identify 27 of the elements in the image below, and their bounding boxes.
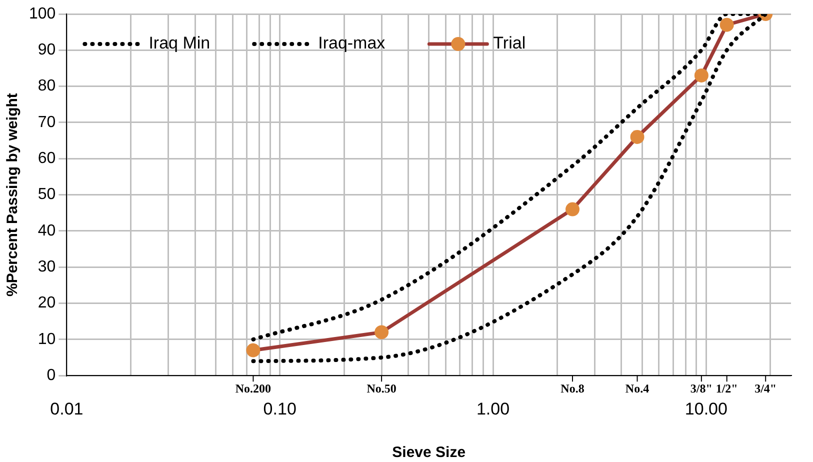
y-tick-label: 20 — [38, 294, 56, 312]
text: 3/8" — [690, 382, 712, 396]
x-tick-label: 0.10 — [263, 399, 296, 418]
legend-label: Iraq Min — [148, 34, 210, 53]
text: No.8 — [560, 382, 584, 396]
y-tick-label: 70 — [38, 114, 56, 131]
text: No.200 — [235, 382, 272, 396]
y-tick-label: 40 — [38, 222, 56, 240]
x-tick-label: 0.01 — [50, 399, 84, 418]
text: 1/2" — [716, 382, 738, 396]
y-tick-label: 60 — [38, 150, 56, 168]
x-tick-label: 1.00 — [476, 399, 510, 418]
y-tick-label: 30 — [38, 258, 56, 276]
x-tick-label: 10.00 — [684, 399, 728, 418]
y-tick-label: 90 — [38, 42, 56, 59]
y-tick-label: 50 — [38, 186, 56, 204]
text: No.4 — [625, 382, 650, 396]
text: 3/4" — [754, 382, 777, 396]
y-tick-label: 0 — [46, 367, 56, 384]
legend-label: Iraq-max — [318, 34, 386, 53]
y-axis-title: %Percent Passing by weight — [4, 93, 22, 297]
x-axis-title: Sieve Size — [392, 444, 466, 462]
y-tick-label: 80 — [38, 78, 56, 95]
y-tick-label: 10 — [38, 330, 56, 348]
legend-label: Trial — [493, 34, 526, 53]
y-tick-label: 100 — [28, 5, 56, 22]
text: No.50 — [366, 382, 396, 396]
